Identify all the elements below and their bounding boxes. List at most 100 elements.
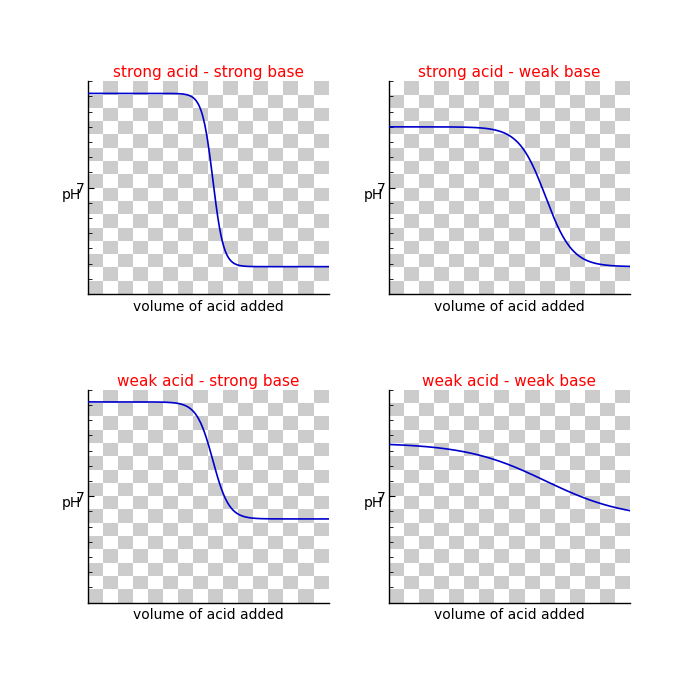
Bar <box>223 267 238 281</box>
Bar <box>554 430 570 443</box>
Bar <box>148 509 163 523</box>
Bar <box>314 241 328 254</box>
Bar <box>434 281 449 294</box>
Bar <box>510 174 524 188</box>
Bar <box>284 267 298 281</box>
Bar <box>480 496 494 509</box>
Bar <box>314 470 328 483</box>
Bar <box>600 254 615 267</box>
Bar <box>193 135 208 148</box>
X-axis label: volume of acid added: volume of acid added <box>434 299 584 313</box>
Bar <box>298 95 314 108</box>
Bar <box>133 403 148 416</box>
Bar <box>449 390 464 403</box>
Bar <box>314 443 328 456</box>
Bar <box>148 470 163 483</box>
Bar <box>133 135 148 148</box>
Bar <box>163 509 178 523</box>
Bar <box>600 174 615 188</box>
Bar <box>238 135 253 148</box>
Bar <box>268 416 284 430</box>
Bar <box>148 161 163 174</box>
Bar <box>570 509 584 523</box>
Bar <box>193 254 208 267</box>
Bar <box>284 108 298 121</box>
Bar <box>389 563 404 576</box>
Bar <box>208 108 223 121</box>
Bar <box>163 416 178 430</box>
Bar <box>449 509 464 523</box>
Bar <box>148 81 163 95</box>
Bar <box>524 174 540 188</box>
Bar <box>223 523 238 536</box>
Bar <box>178 254 193 267</box>
Bar <box>193 227 208 241</box>
Bar <box>314 227 328 241</box>
Bar <box>480 267 494 281</box>
Bar <box>389 121 404 135</box>
Bar <box>584 227 600 241</box>
Bar <box>570 390 584 403</box>
Y-axis label: pH: pH <box>62 188 81 202</box>
Bar <box>208 483 223 496</box>
Bar <box>419 549 434 563</box>
Bar <box>434 161 449 174</box>
Bar <box>494 456 510 470</box>
Bar <box>449 254 464 267</box>
Bar <box>178 403 193 416</box>
Bar <box>419 174 434 188</box>
Bar <box>268 108 284 121</box>
Bar <box>540 576 554 589</box>
Bar <box>419 148 434 161</box>
Bar <box>178 174 193 188</box>
Bar <box>133 121 148 135</box>
Bar <box>510 135 524 148</box>
Bar <box>554 174 570 188</box>
Bar <box>600 135 615 148</box>
Y-axis label: pH: pH <box>62 496 81 510</box>
Bar <box>284 188 298 201</box>
Bar <box>208 523 223 536</box>
Bar <box>389 496 404 509</box>
Bar <box>554 254 570 267</box>
Bar <box>404 95 419 108</box>
Bar <box>223 227 238 241</box>
Bar <box>314 390 328 403</box>
Bar <box>88 496 103 509</box>
Bar <box>434 416 449 430</box>
Bar <box>404 430 419 443</box>
Bar <box>494 443 510 456</box>
Bar <box>540 95 554 108</box>
Bar <box>238 161 253 174</box>
Bar <box>208 496 223 509</box>
Bar <box>389 483 404 496</box>
Bar <box>284 509 298 523</box>
Bar <box>464 430 480 443</box>
Bar <box>449 281 464 294</box>
Bar <box>208 536 223 549</box>
Bar <box>253 523 268 536</box>
Bar <box>193 549 208 563</box>
Bar <box>584 430 600 443</box>
Bar <box>208 403 223 416</box>
Bar <box>238 496 253 509</box>
Bar <box>540 241 554 254</box>
Bar <box>208 509 223 523</box>
Bar <box>510 416 524 430</box>
Bar <box>193 161 208 174</box>
Bar <box>193 95 208 108</box>
Bar <box>584 443 600 456</box>
Bar <box>524 563 540 576</box>
Bar <box>238 148 253 161</box>
Bar <box>554 214 570 227</box>
Bar <box>480 161 494 174</box>
Bar <box>494 430 510 443</box>
Bar <box>570 214 584 227</box>
Bar <box>434 523 449 536</box>
Bar <box>178 483 193 496</box>
Bar <box>570 416 584 430</box>
Bar <box>178 523 193 536</box>
Bar <box>298 470 314 483</box>
Bar <box>88 509 103 523</box>
Bar <box>554 81 570 95</box>
